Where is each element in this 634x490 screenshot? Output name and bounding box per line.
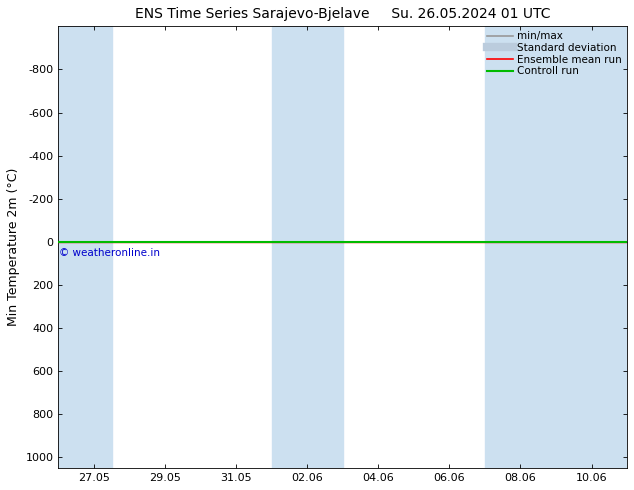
Title: ENS Time Series Sarajevo-Bjelave     Su. 26.05.2024 01 UTC: ENS Time Series Sarajevo-Bjelave Su. 26.…	[135, 7, 550, 21]
Legend: min/max, Standard deviation, Ensemble mean run, Controll run: min/max, Standard deviation, Ensemble me…	[485, 29, 624, 78]
Text: © weatheronline.in: © weatheronline.in	[59, 248, 160, 258]
Bar	[271, 26, 343, 468]
Bar	[485, 26, 627, 468]
Bar	[58, 26, 112, 468]
Y-axis label: Min Temperature 2m (°C): Min Temperature 2m (°C)	[7, 168, 20, 326]
